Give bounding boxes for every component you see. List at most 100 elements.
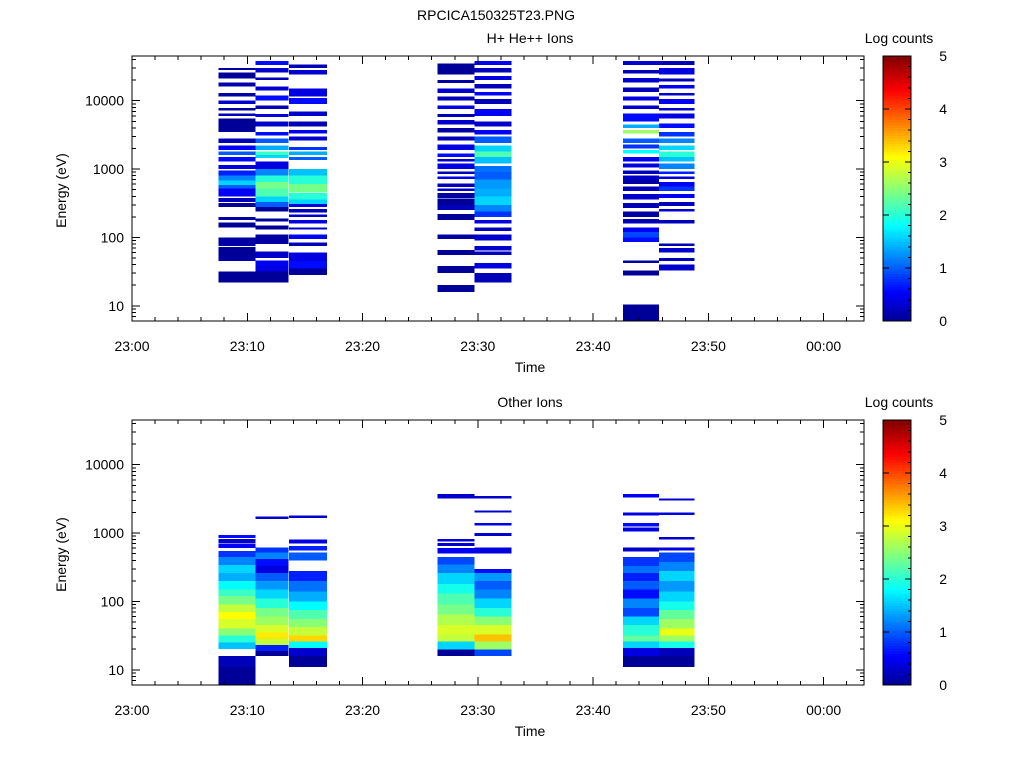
heatmap-cell bbox=[218, 556, 256, 566]
colorbar-swatch bbox=[883, 679, 911, 683]
colorbar-swatch bbox=[883, 162, 911, 166]
colorbar-swatch bbox=[883, 586, 911, 591]
heatmap-cell bbox=[288, 252, 327, 262]
heatmap-cell bbox=[658, 157, 695, 162]
heatmap-cell bbox=[658, 145, 695, 150]
colorbar-swatch bbox=[883, 230, 911, 235]
colorbar-swatch bbox=[883, 650, 911, 654]
colorbar-swatch bbox=[883, 63, 911, 68]
colorbar-swatch bbox=[883, 114, 911, 118]
colorbar-swatch bbox=[883, 151, 911, 155]
colorbar-swatch bbox=[883, 589, 911, 593]
heatmap-cell bbox=[474, 616, 512, 626]
heatmap-cell bbox=[218, 216, 256, 220]
heatmap-cell bbox=[288, 111, 327, 116]
colorbar-swatch bbox=[883, 87, 911, 92]
colorbar-swatch bbox=[883, 228, 911, 232]
heatmap-cell bbox=[288, 641, 327, 648]
heatmap-cell bbox=[288, 545, 327, 551]
heatmap-cell bbox=[437, 63, 475, 75]
heatmap-cell bbox=[474, 625, 512, 635]
heatmap-cell bbox=[288, 169, 327, 176]
colorbar-swatch bbox=[883, 438, 911, 442]
heatmap-cell bbox=[623, 77, 659, 83]
heatmap-cell bbox=[623, 616, 659, 626]
colorbar-swatch bbox=[883, 254, 911, 258]
heatmap-cell bbox=[437, 234, 475, 239]
colorbar-swatch bbox=[883, 310, 911, 314]
colorbar-swatch bbox=[883, 677, 911, 681]
heatmap-cell bbox=[218, 589, 256, 596]
heatmap-cell bbox=[623, 157, 659, 162]
heatmap-cell bbox=[255, 188, 289, 197]
colorbar-swatch bbox=[883, 265, 911, 269]
colorbar-tick-label: 5 bbox=[939, 412, 947, 428]
colorbar-swatch bbox=[883, 504, 911, 509]
heatmap-cell bbox=[218, 667, 256, 685]
colorbar-swatch bbox=[883, 605, 911, 609]
heatmap-cell bbox=[255, 131, 289, 136]
colorbar-swatch bbox=[883, 557, 911, 562]
heatmap-cell bbox=[474, 166, 512, 173]
heatmap-cell bbox=[658, 138, 695, 144]
colorbar-swatch bbox=[883, 98, 911, 102]
heatmap-cell bbox=[288, 151, 327, 156]
colorbar-swatch bbox=[883, 454, 911, 458]
colorbar-swatch bbox=[883, 592, 911, 596]
heatmap-cell bbox=[255, 589, 289, 599]
colorbar-swatch bbox=[883, 58, 911, 62]
heatmap-cell bbox=[658, 99, 695, 104]
colorbar-swatch bbox=[883, 143, 911, 147]
heatmap-cell bbox=[623, 494, 659, 498]
heatmap-cell bbox=[255, 234, 289, 245]
colorbar-swatch bbox=[883, 289, 911, 293]
heatmap-cell bbox=[658, 176, 695, 179]
colorbar-swatch bbox=[883, 148, 911, 152]
heatmap-cell bbox=[255, 552, 289, 559]
heatmap-cell bbox=[218, 635, 256, 643]
heatmap-cell bbox=[437, 144, 475, 150]
colorbar-swatch bbox=[883, 109, 911, 113]
heatmap-cell bbox=[288, 203, 327, 207]
heatmap-cell bbox=[623, 547, 659, 552]
heatmap-cell bbox=[437, 556, 475, 565]
colorbar-swatch bbox=[883, 281, 911, 285]
heatmap-cell bbox=[623, 61, 659, 66]
heatmap-cell bbox=[437, 614, 475, 626]
colorbar-swatch bbox=[883, 486, 911, 490]
heatmap-cell bbox=[437, 153, 475, 157]
heatmap-cell bbox=[623, 186, 659, 191]
colorbar-swatch bbox=[883, 547, 911, 551]
colorbar-swatch bbox=[883, 183, 911, 187]
colorbar-swatch bbox=[883, 642, 911, 646]
heatmap-cell bbox=[437, 113, 475, 117]
heatmap-cell bbox=[474, 263, 512, 269]
colorbar-swatch bbox=[883, 491, 911, 495]
heatmap-cell bbox=[255, 558, 289, 566]
colorbar-swatch bbox=[883, 119, 911, 123]
heatmap-cell bbox=[658, 92, 695, 96]
heatmap-cell bbox=[474, 246, 512, 251]
heatmap-cell bbox=[288, 570, 327, 581]
heatmap-cell bbox=[658, 209, 695, 212]
heatmap-cell bbox=[255, 260, 289, 267]
heatmap-cell bbox=[623, 608, 659, 617]
heatmap-cell bbox=[437, 96, 475, 101]
spectrogram-cells bbox=[218, 494, 695, 685]
colorbar-swatch bbox=[883, 106, 911, 110]
colorbar-swatch bbox=[883, 172, 911, 176]
heatmap-cell bbox=[474, 151, 512, 157]
x-tick-label: 23:20 bbox=[345, 702, 380, 718]
colorbar-swatch bbox=[883, 669, 911, 673]
heatmap-cell bbox=[658, 547, 695, 551]
heatmap-cell bbox=[658, 78, 695, 82]
colorbar-swatch bbox=[883, 594, 911, 599]
colorbar-swatch bbox=[883, 531, 911, 535]
heatmap-cell bbox=[474, 157, 512, 164]
heatmap-cell bbox=[474, 188, 512, 197]
colorbar-swatch bbox=[883, 207, 911, 211]
colorbar-tick-label: 5 bbox=[939, 48, 947, 64]
heatmap-cell bbox=[218, 164, 256, 170]
heatmap-cell bbox=[288, 234, 327, 239]
colorbar-swatch bbox=[883, 475, 911, 479]
